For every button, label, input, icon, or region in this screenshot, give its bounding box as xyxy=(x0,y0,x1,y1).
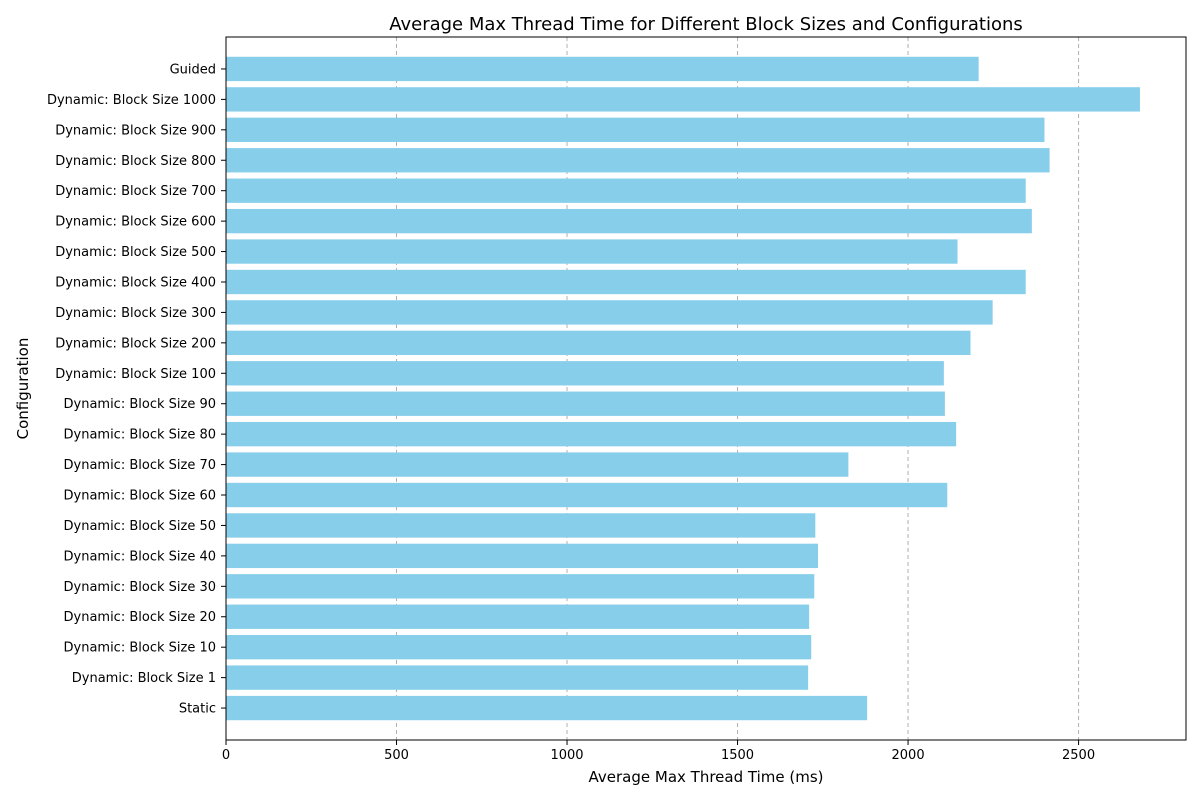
y-tick-label: Dynamic: Block Size 90 xyxy=(64,397,217,412)
y-tick-label: Dynamic: Block Size 50 xyxy=(64,519,217,534)
y-axis-title: Configuration xyxy=(14,338,32,440)
chart-title: Average Max Thread Time for Different Bl… xyxy=(389,14,1023,35)
bar-dynamic-block-size-600 xyxy=(226,208,1032,234)
bar-dynamic-block-size-1 xyxy=(226,665,809,690)
y-tick-label: Dynamic: Block Size 700 xyxy=(55,184,216,199)
bar-dynamic-block-size-40 xyxy=(226,543,819,569)
y-tick-label: Dynamic: Block Size 20 xyxy=(64,610,217,625)
bar-dynamic-block-size-500 xyxy=(226,239,958,264)
bar-dynamic-block-size-800 xyxy=(226,148,1050,173)
bar-dynamic-block-size-20 xyxy=(226,604,810,629)
y-tick-label: Dynamic: Block Size 10 xyxy=(64,641,217,656)
y-tick-label: Dynamic: Block Size 1 xyxy=(72,671,216,686)
y-tick-label: Dynamic: Block Size 900 xyxy=(55,123,216,138)
bar-dynamic-block-size-700 xyxy=(226,178,1026,203)
x-tick-label-2000: 2000 xyxy=(892,748,925,763)
bar-guided xyxy=(226,56,979,82)
y-tick-label: Dynamic: Block Size 800 xyxy=(55,154,216,169)
y-tick-label: Dynamic: Block Size 1000 xyxy=(47,93,216,108)
x-tick-label-0: 0 xyxy=(222,748,230,763)
y-tick-label: Dynamic: Block Size 200 xyxy=(55,336,216,351)
plot-frame xyxy=(225,36,1187,741)
bar-dynamic-block-size-100 xyxy=(226,361,944,386)
bars xyxy=(226,56,1140,721)
bar-dynamic-block-size-300 xyxy=(226,300,993,325)
bar-dynamic-block-size-200 xyxy=(226,330,971,356)
bar-dynamic-block-size-50 xyxy=(226,513,816,538)
y-tick-label: Dynamic: Block Size 30 xyxy=(64,580,217,595)
y-tick-label: Dynamic: Block Size 400 xyxy=(55,275,216,290)
y-tick-label: Dynamic: Block Size 60 xyxy=(64,489,217,504)
y-tick-label: Dynamic: Block Size 600 xyxy=(55,215,216,230)
x-tick-label-1000: 1000 xyxy=(550,748,583,763)
y-tick-label: Dynamic: Block Size 300 xyxy=(55,306,216,321)
bar-dynamic-block-size-90 xyxy=(226,391,945,416)
y-tick-label: Dynamic: Block Size 80 xyxy=(64,428,217,443)
x-axis-title: Average Max Thread Time (ms) xyxy=(589,768,824,786)
bar-static xyxy=(226,695,868,721)
y-tick-label: Dynamic: Block Size 70 xyxy=(64,458,217,473)
x-ticks: 0 500 1000 1500 2000 2500 xyxy=(222,740,1095,763)
bar-dynamic-block-size-30 xyxy=(226,574,815,599)
bar-dynamic-block-size-900 xyxy=(226,117,1045,142)
y-tick-label: Guided xyxy=(170,62,216,77)
y-ticks: Static Dynamic: Block Size 1 Dynamic: Bloc… xyxy=(47,62,226,717)
bar-dynamic-block-size-400 xyxy=(226,269,1026,295)
bar-dynamic-block-size-80 xyxy=(226,421,957,447)
bar-dynamic-block-size-70 xyxy=(226,452,849,477)
x-tick-label-2500: 2500 xyxy=(1062,748,1095,763)
x-tick-label-1500: 1500 xyxy=(721,748,754,763)
y-tick-label: Dynamic: Block Size 40 xyxy=(64,549,217,564)
bar-dynamic-block-size-10 xyxy=(226,635,812,660)
x-tick-label-500: 500 xyxy=(384,748,409,763)
bar-dynamic-block-size-60 xyxy=(226,482,948,508)
y-tick-label: Static xyxy=(179,702,216,717)
bar-dynamic-block-size-1000 xyxy=(226,87,1140,112)
y-tick-label: Dynamic: Block Size 100 xyxy=(55,367,216,382)
y-tick-label: Dynamic: Block Size 500 xyxy=(55,245,216,260)
gridlines xyxy=(396,37,1080,740)
